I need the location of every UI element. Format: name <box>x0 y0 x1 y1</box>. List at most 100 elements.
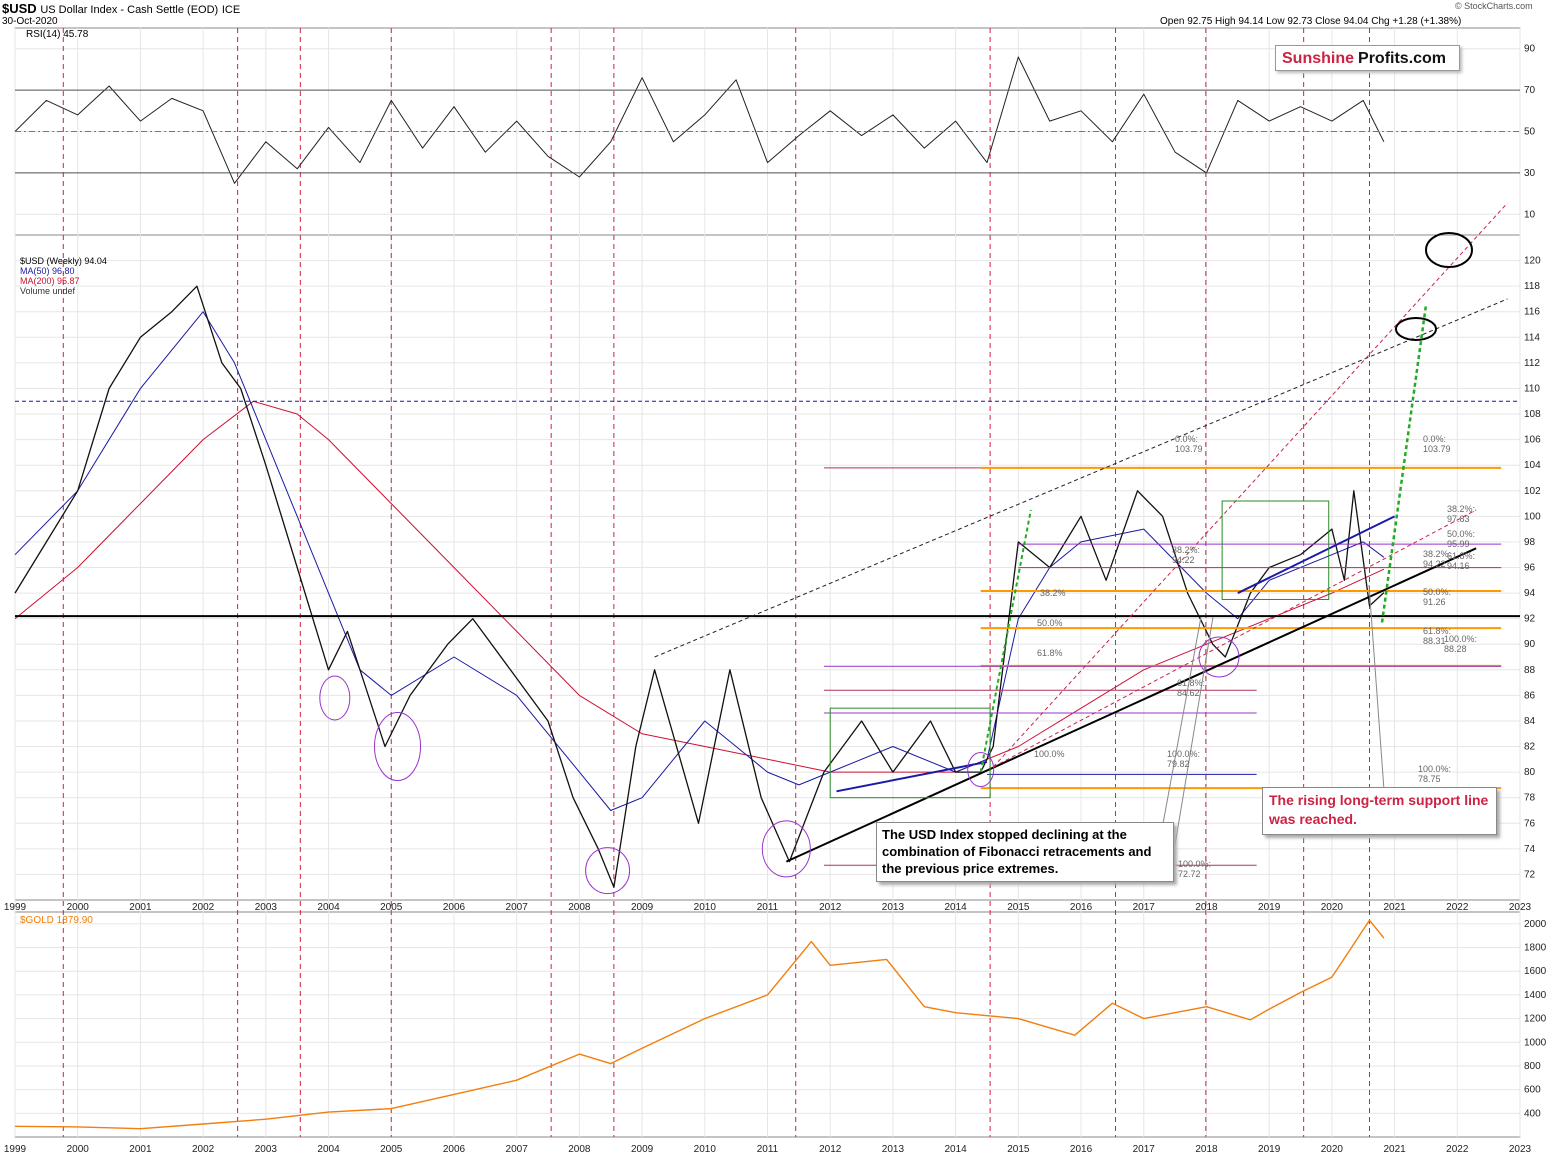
y-tick-label: 84 <box>1524 716 1536 727</box>
y-tick-label: 110 <box>1524 383 1540 394</box>
ohlc-readout: Open 92.75 High 94.14 Low 92.73 Close 94… <box>1160 16 1462 27</box>
y-tick-label: 600 <box>1524 1085 1541 1096</box>
support-annotation: The rising long-term support line was re… <box>1262 787 1497 835</box>
y-tick-label: 118 <box>1524 281 1540 292</box>
x-tick-label: 2009 <box>631 1144 654 1155</box>
y-tick-label: 100 <box>1524 511 1541 522</box>
price-extreme-ellipse <box>761 820 811 878</box>
y-tick-label: 104 <box>1524 460 1541 471</box>
y-tick-label: 78 <box>1524 793 1536 804</box>
fib-label: 50.0%: 91.26 <box>1423 587 1452 607</box>
x-tick-label: 2010 <box>694 1144 717 1155</box>
fib-label: 61.8%: 84.62 <box>1177 678 1206 698</box>
rsi-series-line <box>14 56 1385 184</box>
legend-ma50: MA(50) 96.80 <box>20 266 75 276</box>
logo-part-profits: Profits.com <box>1358 50 1447 67</box>
ticker-name: US Dollar Index - Cash Settle (EOD) <box>40 4 219 16</box>
x-tick-label: 2012 <box>819 902 842 913</box>
y-tick-label: 72 <box>1524 869 1536 880</box>
x-tick-label: 2014 <box>945 1144 968 1155</box>
x-tick-label: 2008 <box>568 902 591 913</box>
x-tick-label: 2005 <box>380 902 403 913</box>
ticker-symbol: $USD <box>2 1 37 16</box>
support-annotation-text: The rising long-term support line was re… <box>1269 792 1489 827</box>
fib-label: 38.2% <box>1040 588 1066 598</box>
price-extreme-ellipse <box>967 752 995 788</box>
x-tick-label: 1999 <box>4 1144 27 1155</box>
annotation-pointer <box>1159 616 1202 841</box>
upper-dashed-trend-line <box>654 298 1508 658</box>
y-tick-label: 1800 <box>1524 943 1547 954</box>
x-tick-label: 2008 <box>568 1144 591 1155</box>
legend-ma200: MA(200) 95.87 <box>20 276 80 286</box>
x-tick-label: 2019 <box>1258 902 1281 913</box>
y-tick-label: 80 <box>1524 767 1536 778</box>
y-tick-label: 90 <box>1524 639 1536 650</box>
y-tick-label: 88 <box>1524 665 1536 676</box>
fibonacci-annotation: The USD Index stopped declining at the c… <box>876 822 1174 882</box>
y-tick-label: 98 <box>1524 537 1536 548</box>
x-tick-label: 2005 <box>380 1144 403 1155</box>
fib-label: 100.0%: 79.82 <box>1167 749 1201 769</box>
x-tick-label: 2004 <box>317 1144 340 1155</box>
fib-label: 0.0%: 103.79 <box>1175 434 1203 454</box>
y-tick-label: 116 <box>1524 307 1540 318</box>
fib-label: 100.0% <box>1034 749 1065 759</box>
price-extreme-ellipse <box>374 712 422 782</box>
y-tick-label: 108 <box>1524 409 1541 420</box>
parallel-trend-line <box>993 509 1477 768</box>
x-tick-label: 2014 <box>945 902 968 913</box>
fib-label: 100.0%: 72.72 <box>1178 859 1212 879</box>
y-tick-label: 90 <box>1524 44 1536 55</box>
y-tick-label: 70 <box>1524 85 1536 96</box>
green-projection-line <box>1380 305 1428 623</box>
x-tick-label: 2015 <box>1007 1144 1030 1155</box>
ma50-series-line <box>14 311 1385 811</box>
x-tick-label: 2003 <box>255 902 278 913</box>
sunshine-profits-logo: Sunshine Profits.com <box>1275 45 1460 71</box>
x-tick-label: 2001 <box>129 902 152 913</box>
consolidation-box <box>1221 500 1330 600</box>
x-tick-label: 2011 <box>757 902 779 913</box>
axis-labels: 1999 1999 2000 2000 2001 2001 2002 2002 2003 2003… <box>4 44 1547 1155</box>
fib-label: 50.0%: 95.99 <box>1447 529 1476 549</box>
y-tick-label: 1200 <box>1524 1014 1547 1025</box>
x-tick-label: 1999 <box>4 902 27 913</box>
gold-series-line <box>14 919 1385 1130</box>
x-tick-label: 2009 <box>631 902 654 913</box>
x-tick-label: 2000 <box>67 902 90 913</box>
legend-usd: $USD (Weekly) 94.04 <box>20 256 107 266</box>
x-tick-label: 2022 <box>1446 902 1469 913</box>
y-tick-label: 1600 <box>1524 966 1547 977</box>
x-tick-label: 2003 <box>255 1144 278 1155</box>
fib-label: 100.0%: 88.28 <box>1444 634 1478 654</box>
usd-price-series-line <box>14 285 1385 888</box>
y-tick-label: 400 <box>1524 1108 1541 1119</box>
x-tick-label: 2010 <box>694 902 717 913</box>
x-tick-label: 2006 <box>443 902 466 913</box>
y-tick-label: 1400 <box>1524 990 1547 1001</box>
x-tick-label: 2002 <box>192 1144 215 1155</box>
x-tick-label: 2023 <box>1509 902 1532 913</box>
x-tick-label: 2018 <box>1195 902 1218 913</box>
fibonacci-annotation-text: The USD Index stopped declining at the c… <box>882 827 1152 876</box>
x-tick-label: 2023 <box>1509 1144 1532 1155</box>
x-tick-label: 2017 <box>1133 1144 1156 1155</box>
price-extreme-ellipse <box>319 675 351 721</box>
y-tick-label: 86 <box>1524 690 1536 701</box>
chart-date: 30-Oct-2020 <box>2 16 58 27</box>
credit-text: © StockCharts.com <box>1455 1 1533 11</box>
fib-label: 38.2%: 94.22 <box>1423 549 1452 569</box>
x-tick-label: 2018 <box>1195 1144 1218 1155</box>
x-tick-label: 2002 <box>192 902 215 913</box>
blue-trend-line <box>836 760 988 793</box>
annotation-pointer <box>1174 616 1214 846</box>
y-tick-label: 112 <box>1524 358 1540 369</box>
y-tick-label: 10 <box>1524 209 1536 220</box>
y-tick-label: 74 <box>1524 844 1536 855</box>
gold-label: $GOLD 1879.90 <box>20 915 93 926</box>
fib-label: 100.0%: 78.75 <box>1418 764 1452 784</box>
x-tick-label: 2020 <box>1321 902 1344 913</box>
y-tick-label: 114 <box>1524 332 1540 343</box>
